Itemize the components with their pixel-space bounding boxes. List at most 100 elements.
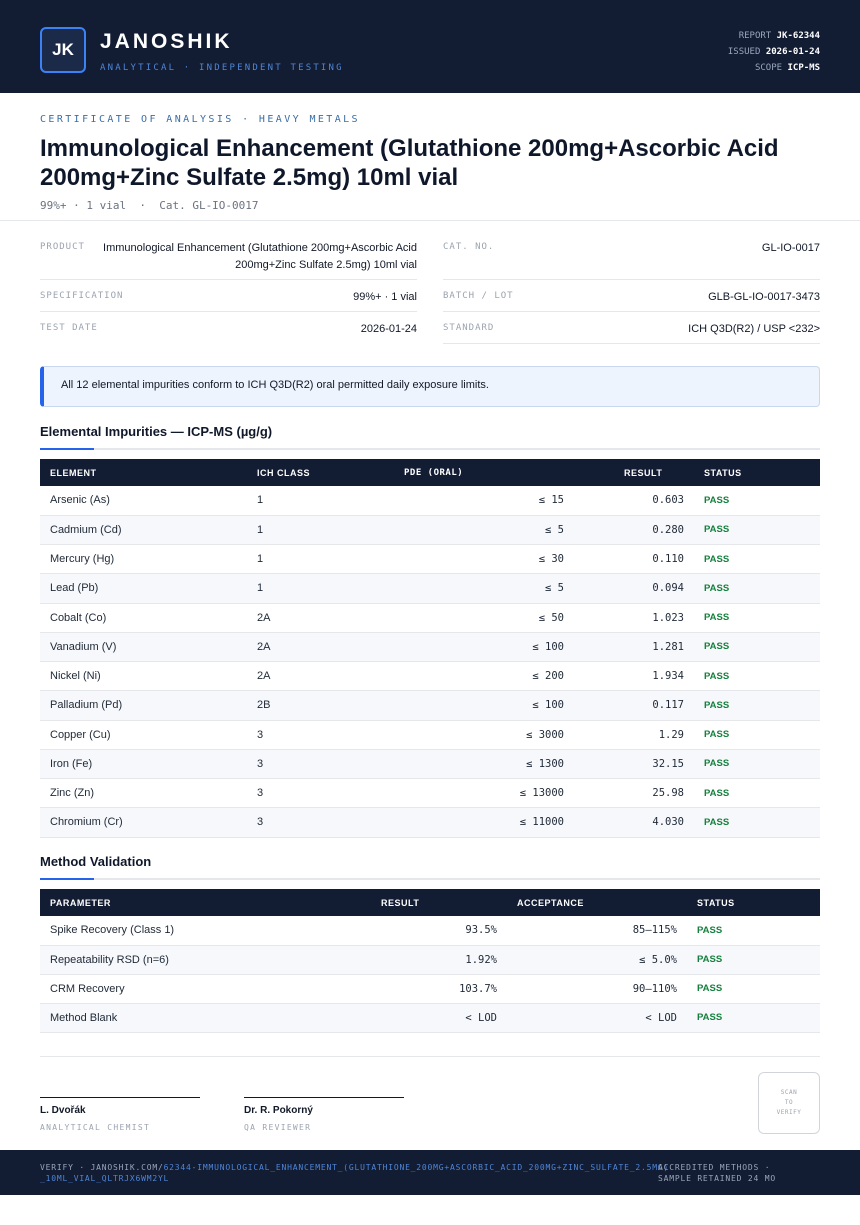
table-row: CRM Recovery 103.7% 90–110% PASS: [40, 974, 820, 1004]
pde-cell: ≤ 1300: [404, 749, 574, 780]
element-cell: Copper (Cu): [40, 720, 247, 750]
result-cell: 1.92%: [370, 945, 507, 975]
result-cell: 4.030: [574, 807, 694, 838]
section-rule-accent: [40, 448, 94, 450]
parameter-cell: Spike Recovery (Class 1): [40, 916, 370, 946]
status-cell: PASS: [694, 807, 820, 838]
table-row: Method Blank < LOD < LOD PASS: [40, 1003, 820, 1033]
table-row: Zinc (Zn) 3 ≤ 13000 25.98 PASS: [40, 778, 820, 809]
section-rule-accent: [40, 878, 94, 880]
status-cell: PASS: [694, 632, 820, 663]
element-cell: Lead (Pb): [40, 573, 247, 604]
element-cell: Nickel (Ni): [40, 661, 247, 692]
pde-cell: ≤ 100: [404, 690, 574, 721]
status-cell: PASS: [694, 661, 820, 692]
pde-cell: ≤ 3000: [404, 720, 574, 750]
date-label: TEST DATE: [40, 323, 98, 333]
info-row-standard: STANDARD ICH Q3D(R2) / USP <232>: [443, 321, 820, 344]
report-label: REPORT: [738, 31, 772, 41]
section-rule: [40, 878, 820, 880]
ich-class-cell: 2A: [247, 603, 404, 633]
table-row: Copper (Cu) 3 ≤ 3000 1.29 PASS: [40, 720, 820, 750]
table-header-row: PARAMETER RESULT ACCEPTANCE STATUS: [40, 889, 820, 916]
result-cell: 0.110: [574, 544, 694, 575]
ich-class-cell: 1: [247, 544, 404, 575]
info-row-catno: CAT. NO. GL-IO-0017: [443, 240, 820, 280]
status-cell: PASS: [694, 515, 820, 546]
pde-cell: ≤ 5: [404, 573, 574, 604]
parameter-cell: Method Blank: [40, 1003, 370, 1033]
table-row: Cobalt (Co) 2A ≤ 50 1.023 PASS: [40, 603, 820, 633]
col-status: STATUS: [704, 467, 742, 478]
element-cell: Cobalt (Co): [40, 603, 247, 633]
acceptance-cell: 85–115%: [507, 916, 687, 946]
table-row: Cadmium (Cd) 1 ≤ 5 0.280 PASS: [40, 515, 820, 546]
table-header-row: ELEMENT ICH CLASS PDE (ORAL) RESULT STAT…: [40, 459, 820, 486]
product-label: PRODUCT: [40, 242, 85, 252]
info-row-batch: BATCH / LOT GLB-GL-IO-0017-3473: [443, 289, 820, 312]
result-cell: 0.280: [574, 515, 694, 546]
element-cell: Iron (Fe): [40, 749, 247, 780]
standard-value: ICH Q3D(R2) / USP <232>: [688, 323, 820, 335]
verify-url[interactable]: VERIFY · JANOSHIK.COM/62344-IMMUNOLOGICA…: [40, 1162, 670, 1184]
element-cell: Zinc (Zn): [40, 778, 247, 809]
product-value: Immunological Enhancement (Glutathione 2…: [103, 242, 417, 271]
ich-class-cell: 3: [247, 807, 404, 838]
table-row: Lead (Pb) 1 ≤ 5 0.094 PASS: [40, 573, 820, 604]
date-value: 2026-01-24: [360, 323, 417, 335]
result-cell: 32.15: [574, 749, 694, 780]
certificate-label: CERTIFICATE OF ANALYSIS · HEAVY METALS: [40, 114, 360, 125]
status-cell: PASS: [687, 916, 820, 946]
status-cell: PASS: [694, 486, 820, 516]
signature-line: [244, 1097, 404, 1098]
header-bar: JK JANOSHIK ANALYTICAL · INDEPENDENT TES…: [0, 0, 860, 93]
divider: [0, 220, 860, 221]
verify-prefix: VERIFY · JANOSHIK.COM/: [40, 1163, 164, 1172]
signer-name: L. Dvořák: [40, 1105, 86, 1116]
catno-label: CAT. NO.: [443, 242, 495, 252]
ich-class-cell: 3: [247, 720, 404, 750]
info-row-date: TEST DATE 2026-01-24: [40, 321, 417, 344]
standard-label: STANDARD: [443, 323, 495, 333]
pde-cell: ≤ 15: [404, 486, 574, 516]
col-result: RESULT: [381, 897, 420, 908]
parameter-cell: CRM Recovery: [40, 974, 370, 1004]
status-cell: PASS: [694, 544, 820, 575]
table-row: Nickel (Ni) 2A ≤ 200 1.934 PASS: [40, 661, 820, 692]
verify-qr-placeholder[interactable]: SCAN TO VERIFY: [758, 1072, 820, 1134]
issued-label: ISSUED: [727, 47, 761, 57]
product-subline: 99%+ · 1 vial · Cat. GL-IO-0017: [40, 199, 259, 212]
verify-link[interactable]: 62344-IMMUNOLOGICAL_ENHANCEMENT_(GLUTATH…: [40, 1163, 670, 1183]
impurities-title: Elemental Impurities — ICP-MS (µg/g): [40, 424, 273, 439]
col-status: STATUS: [697, 897, 735, 908]
page-title: Immunological Enhancement (Glutathione 2…: [40, 135, 779, 191]
footer-notes: ACCREDITED METHODS · SAMPLE RETAINED 24 …: [658, 1162, 798, 1184]
status-cell: PASS: [687, 945, 820, 975]
status-cell: PASS: [694, 573, 820, 604]
qr-text: TO: [784, 1099, 794, 1106]
logo: JK: [40, 27, 86, 73]
status-cell: PASS: [694, 778, 820, 809]
pde-cell: ≤ 30: [404, 544, 574, 575]
result-cell: 0.117: [574, 690, 694, 721]
table-row: Vanadium (V) 2A ≤ 100 1.281 PASS: [40, 632, 820, 663]
pde-cell: ≤ 200: [404, 661, 574, 692]
brand-tagline: ANALYTICAL · INDEPENDENT TESTING: [100, 63, 344, 73]
info-row-spec: SPECIFICATION 99%+ · 1 vial: [40, 289, 417, 312]
table-row: Spike Recovery (Class 1) 93.5% 85–115% PASS: [40, 916, 820, 946]
element-cell: Mercury (Hg): [40, 544, 247, 575]
result-cell: 93.5%: [370, 916, 507, 946]
brand-name: JANOSHIK: [100, 30, 233, 53]
result-cell: 0.094: [574, 573, 694, 604]
status-cell: PASS: [694, 690, 820, 721]
col-acceptance: ACCEPTANCE: [517, 897, 584, 908]
result-cell: 1.934: [574, 661, 694, 692]
batch-value: GLB-GL-IO-0017-3473: [708, 291, 820, 303]
col-parameter: PARAMETER: [50, 897, 111, 908]
parameter-cell: Repeatability RSD (n=6): [40, 945, 370, 975]
result-cell: 1.281: [574, 632, 694, 663]
section-rule: [40, 448, 820, 450]
info-row-product: PRODUCT Immunological Enhancement (Gluta…: [40, 240, 417, 280]
reviewer-role: QA REVIEWER: [244, 1123, 312, 1132]
table-row: Iron (Fe) 3 ≤ 1300 32.15 PASS: [40, 749, 820, 780]
